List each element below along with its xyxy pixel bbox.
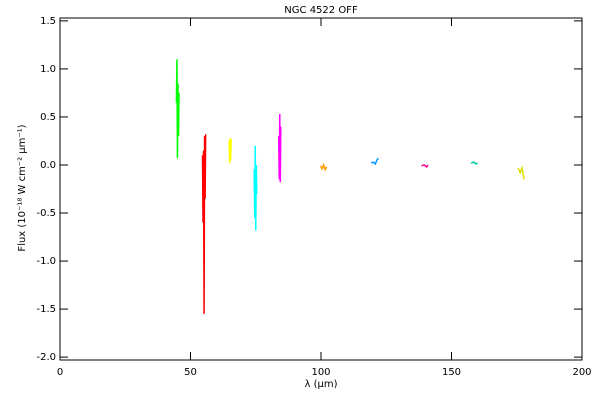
spectrum-line [175, 59, 180, 159]
y-tick-label: 0.5 [40, 112, 56, 123]
y-axis-label: Flux (10⁻¹⁸ W cm⁻² µm⁻¹) [17, 124, 28, 251]
y-tick-label: 1.5 [40, 16, 56, 27]
chart-title: NGC 4522 OFF [284, 5, 358, 16]
x-tick-label: 50 [184, 367, 197, 378]
y-tick-label: -1.5 [36, 304, 56, 315]
y-tick-label: 0.0 [40, 160, 56, 171]
spectrum-line [470, 161, 479, 165]
spectrum-line [319, 162, 328, 172]
spectrum-line [421, 164, 429, 168]
x-axis-label: λ (µm) [304, 379, 337, 390]
spectrum-line [253, 145, 258, 231]
spectrum-line [517, 165, 525, 180]
x-tick-label: 100 [311, 367, 330, 378]
y-tick-label: -1.0 [36, 256, 56, 267]
x-tick-label: 200 [572, 367, 591, 378]
x-tick-label: 150 [442, 367, 461, 378]
spectrum-line [228, 138, 232, 164]
spectrum-line [277, 114, 282, 183]
y-tick-label: -0.5 [36, 208, 56, 219]
spectrum-line [370, 157, 380, 166]
y-tick-label: 1.0 [40, 64, 56, 75]
y-tick-label: -2.0 [36, 352, 56, 363]
x-tick-label: 0 [57, 367, 63, 378]
